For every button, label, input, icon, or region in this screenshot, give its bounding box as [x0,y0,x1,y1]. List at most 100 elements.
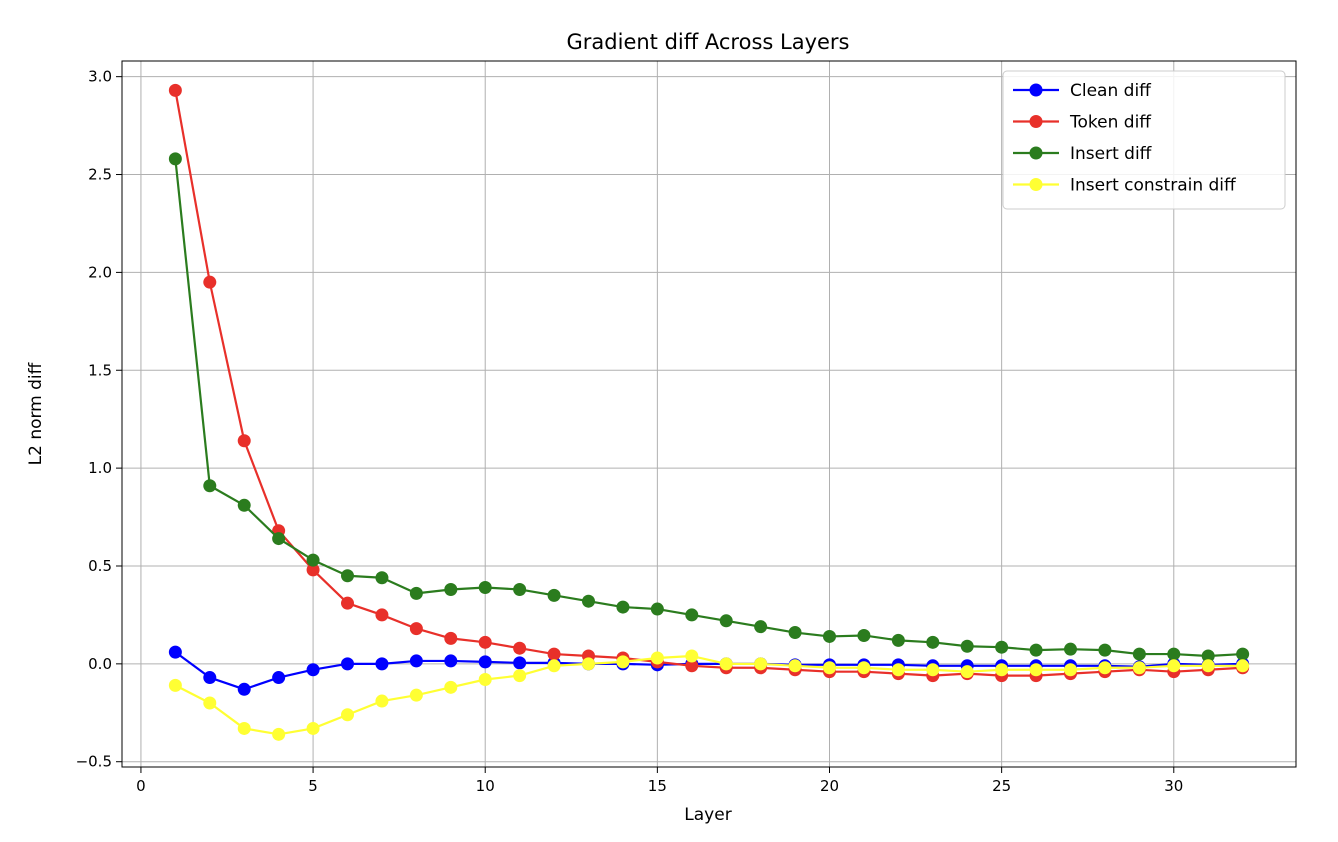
data-point [1201,649,1215,663]
chart-title: Gradient diff Across Layers [567,30,850,54]
legend-label: Insert constrain diff [1070,176,1237,196]
data-point [650,602,664,616]
ticks: 0 5 10 15 20 25 30 −0.5 0.0 0.5 1.0 1.5 2.0 2.5 3.0 [76,68,1184,795]
y-tick-label: 3.0 [88,68,112,86]
y-tick-label: 1.5 [88,361,112,379]
data-point [616,600,630,614]
data-point [685,659,699,673]
data-point [926,663,940,677]
legend: Clean diff Token diff Insert diff Insert co… [1002,70,1286,210]
data-point [1029,643,1043,657]
y-tick-label: 2.0 [88,263,112,281]
data-point [306,721,320,735]
data-point [513,669,527,683]
legend-marker [1029,178,1043,191]
y-axis-label: L2 norm diff [26,361,46,465]
legend-item: Token diff [1013,113,1152,133]
data-point [375,608,389,622]
legend-label: Clean diff [1070,81,1152,101]
data-point [1132,661,1146,675]
x-tick-label: 20 [820,777,839,795]
data-point [995,663,1009,677]
data-point [168,678,182,692]
data-point [754,657,768,671]
data-point [754,620,768,634]
data-point [1063,663,1077,677]
data-point [306,663,320,677]
data-point [857,628,871,642]
data-point [272,727,286,741]
data-point [1167,659,1181,673]
legend-item: Insert diff [1013,144,1153,164]
data-point [1098,661,1112,675]
data-point [513,656,527,670]
x-axis-label: Layer [684,805,731,825]
data-point [891,663,905,677]
data-point [822,629,836,643]
data-point [444,582,458,596]
data-point [547,588,561,602]
data-point [168,83,182,97]
data-point [237,721,251,735]
legend-item: Clean diff [1013,81,1152,101]
data-point [375,657,389,671]
data-point [272,532,286,546]
data-point [306,563,320,577]
data-point [409,622,423,636]
data-point [1098,643,1112,657]
data-point [409,586,423,600]
legend-box [1002,70,1286,210]
data-point [341,596,355,610]
x-tick-label: 5 [308,777,318,795]
data-point [582,657,596,671]
y-tick-label: 0.0 [88,655,112,673]
data-point [237,498,251,512]
data-point [341,708,355,722]
data-point [1236,647,1250,661]
data-point [409,688,423,702]
data-point [547,647,561,661]
data-point [719,614,733,628]
data-point [168,152,182,166]
data-point [1201,659,1215,673]
data-point [547,659,561,673]
data-point [341,569,355,583]
series-3 [168,152,1250,663]
x-tick-label: 25 [992,777,1011,795]
grid [122,61,1296,767]
data-point [926,635,940,649]
y-tick-label: 2.5 [88,166,112,184]
data-point [203,671,217,685]
data-point [341,657,355,671]
legend-item: Insert constrain diff [1013,176,1237,196]
data-point [1029,663,1043,677]
data-point [788,626,802,640]
data-point [1063,642,1077,656]
data-point [375,571,389,585]
data-point [960,639,974,653]
data-point [685,649,699,663]
y-tick-label: 0.5 [88,557,112,575]
data-point [306,553,320,567]
data-point [822,661,836,675]
data-point [788,659,802,673]
data-point [513,582,527,596]
data-point [995,640,1009,654]
data-point [685,608,699,622]
data-point [891,633,905,647]
data-point [444,631,458,645]
data-point [719,657,733,671]
y-tick-label: −0.5 [76,753,112,771]
plot-frame [121,60,1297,768]
data-point [272,671,286,685]
data-point [857,661,871,675]
data-point [582,594,596,608]
data-point [513,641,527,655]
x-tick-label: 10 [476,777,495,795]
data-point [168,645,182,659]
series-layer [168,83,1250,741]
y-tick-label: 1.0 [88,459,112,477]
data-point [375,694,389,708]
x-tick-label: 0 [136,777,146,795]
